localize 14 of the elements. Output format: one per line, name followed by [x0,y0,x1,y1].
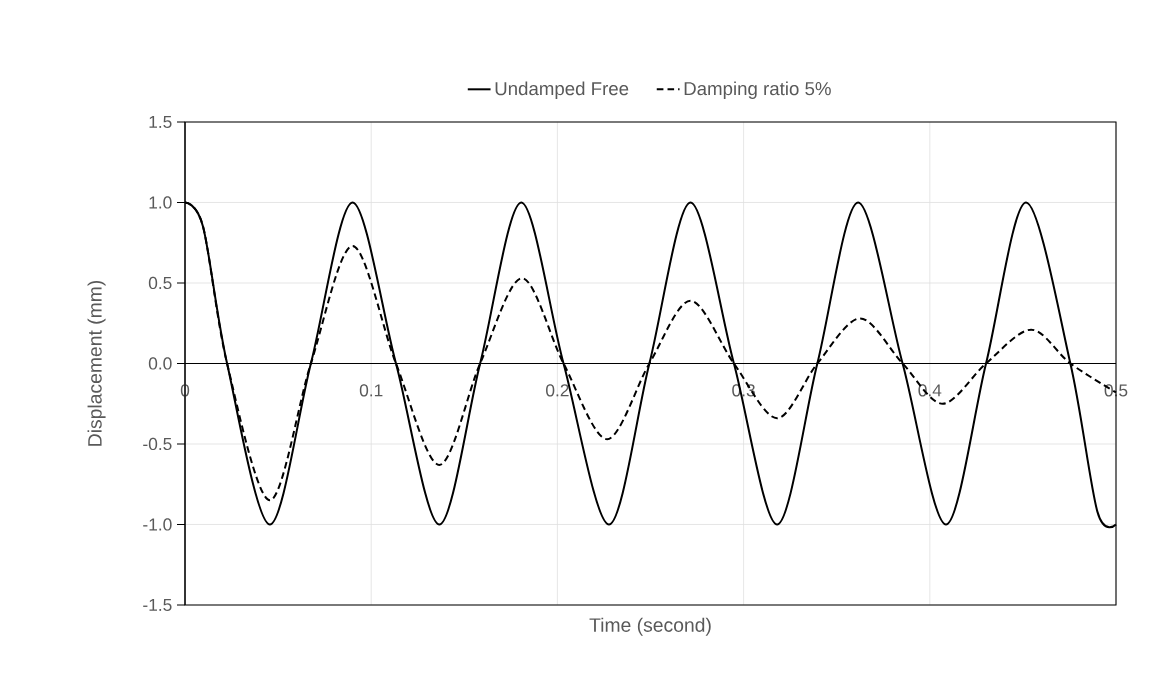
x-tick-label: 0.4 [918,384,942,397]
y-tick-label: -1.0 [143,518,172,531]
legend-label: Damping ratio 5% [684,81,831,99]
x-tick-label: 0.1 [359,384,383,397]
x-axis-title: Time (second) [589,617,711,636]
y-tick-label: 0.5 [148,276,172,290]
y-tick-label: -1.5 [143,598,172,612]
y-tick-label: -0.5 [143,437,172,451]
y-axis-title: Displacement (mm) [87,280,106,446]
x-tick-label: 0.2 [546,384,569,397]
y-tick-label: 1.5 [149,115,172,129]
y-tick-label: 0.0 [148,357,172,370]
y-tick-label: 1.0 [149,196,172,209]
legend-label: Undamped Free [495,81,629,99]
